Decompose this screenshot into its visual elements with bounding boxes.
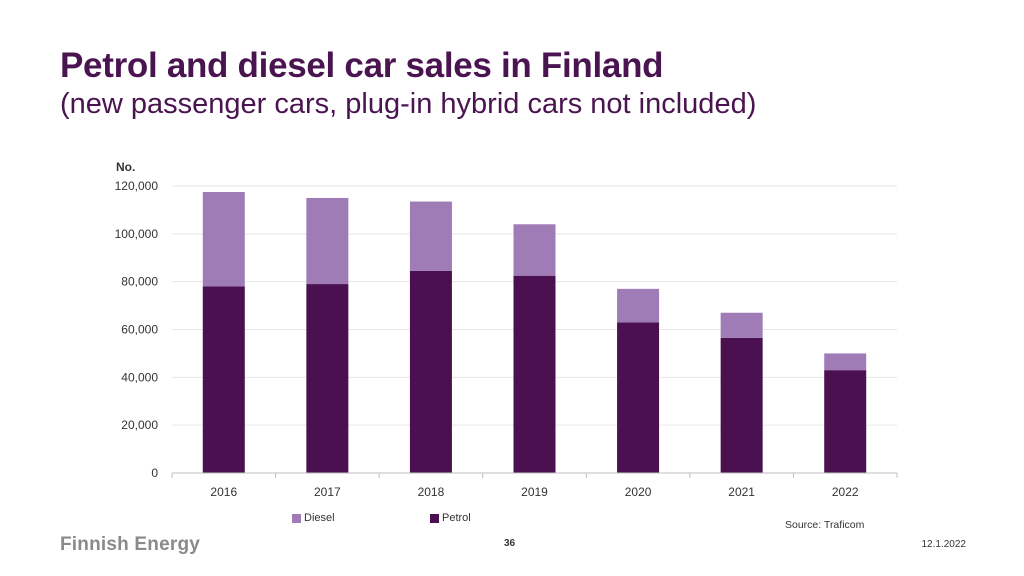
x-tick-label: 2018 [418, 485, 445, 499]
page-subtitle: (new passenger cars, plug-in hybrid cars… [60, 88, 757, 120]
bar-petrol [306, 284, 349, 473]
bar-petrol [202, 286, 245, 473]
bar-petrol [720, 337, 763, 473]
legend-label-petrol: Petrol [442, 512, 471, 524]
y-tick-label: 20,000 [121, 418, 158, 432]
bar-petrol [513, 275, 556, 473]
bar-diesel [824, 353, 867, 371]
bar-petrol [617, 322, 660, 473]
x-tick-label: 2022 [832, 485, 859, 499]
bar-diesel [720, 312, 763, 338]
legend-swatch-diesel [292, 513, 301, 523]
bar-diesel [202, 191, 245, 287]
legend-item-petrol: Petrol [430, 512, 471, 524]
x-tick-label: 2019 [521, 485, 548, 499]
bar-petrol [409, 270, 452, 473]
y-axis-label: No. [116, 160, 135, 174]
y-tick-label: 40,000 [121, 370, 158, 384]
bars [202, 191, 867, 473]
x-tick-label: 2016 [210, 485, 237, 499]
x-tick-label: 2021 [728, 485, 755, 499]
bar-diesel [513, 224, 556, 276]
y-tick-label: 0 [151, 466, 158, 480]
bar-diesel [617, 288, 660, 323]
y-tick-label: 80,000 [121, 275, 158, 289]
legend-item-diesel: Diesel [292, 512, 335, 524]
y-tick-label: 120,000 [115, 179, 159, 193]
bar-diesel [409, 201, 452, 271]
y-tick-label: 100,000 [115, 227, 159, 241]
bar-petrol [824, 370, 867, 473]
axes: 0 20,000 40,000 60,000 80,000 100,000 120,000 2… [115, 179, 898, 499]
legend-swatch-petrol [430, 513, 439, 523]
legend-label-diesel: Diesel [304, 512, 335, 524]
finnish-energy-logo: Finnish Energy [60, 534, 201, 555]
page-number: 36 [504, 538, 516, 549]
bar-diesel [306, 197, 349, 285]
y-tick-label: 60,000 [121, 323, 158, 337]
x-tick-label: 2017 [314, 485, 341, 499]
x-tick-label: 2020 [625, 485, 652, 499]
slide-date: 12.1.2022 [921, 539, 967, 550]
page-title: Petrol and diesel car sales in Finland [60, 46, 664, 85]
source-note: Source: Traficom [785, 519, 865, 531]
